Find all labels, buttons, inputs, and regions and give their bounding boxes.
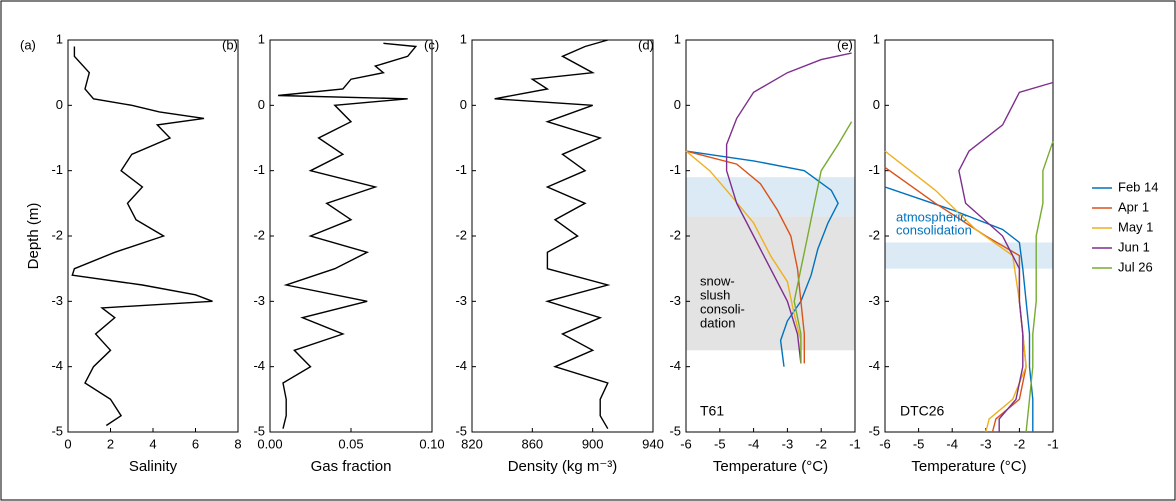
y-tick-label: -4 xyxy=(455,358,467,373)
x-tick-label: -2 xyxy=(1014,436,1026,451)
y-tick-label: 1 xyxy=(873,31,880,46)
x-axis-label: Temperature (°C) xyxy=(713,458,828,475)
y-tick-label: -3 xyxy=(868,293,880,308)
band-annotation: consoli- xyxy=(700,301,745,316)
x-tick-label: 6 xyxy=(192,436,199,451)
y-tick-label: -1 xyxy=(868,162,880,177)
y-tick-label: -3 xyxy=(669,293,681,308)
y-tick-label: -3 xyxy=(253,293,265,308)
band-annotation: dation xyxy=(700,315,735,330)
x-tick-label: 900 xyxy=(582,436,604,451)
y-tick-label: -5 xyxy=(669,423,681,438)
legend-label: May 1 xyxy=(1118,219,1153,234)
x-tick-label: -6 xyxy=(680,436,692,451)
y-tick-label: -2 xyxy=(51,227,63,242)
y-tick-label: -2 xyxy=(253,227,265,242)
panel-annotation: DTC26 xyxy=(900,403,945,419)
profile-line xyxy=(685,150,802,364)
panel-label: (c) xyxy=(424,37,439,52)
y-tick-label: -1 xyxy=(51,162,63,177)
y-tick-label: -3 xyxy=(51,293,63,308)
y-tick-label: 1 xyxy=(258,31,265,46)
y-tick-label: -2 xyxy=(868,227,880,242)
y-tick-label: 0 xyxy=(674,97,681,112)
x-tick-label: 860 xyxy=(521,436,543,451)
y-tick-label: -2 xyxy=(455,227,467,242)
x-tick-label: -4 xyxy=(748,436,760,451)
y-tick-label: -5 xyxy=(455,423,467,438)
profile-line xyxy=(793,121,853,364)
y-tick-label: -5 xyxy=(253,423,265,438)
x-axis-label: Salinity xyxy=(129,458,178,475)
y-tick-label: -4 xyxy=(253,358,265,373)
y-tick-label: 0 xyxy=(56,97,63,112)
x-axis-label: Density (kg m⁻³) xyxy=(508,458,618,475)
x-tick-label: 0 xyxy=(64,436,71,451)
x-tick-label: 0.00 xyxy=(257,436,282,451)
panel-label: (e) xyxy=(837,37,853,52)
x-tick-label: -6 xyxy=(879,436,891,451)
x-tick-label: -1 xyxy=(1047,436,1059,451)
profile-line xyxy=(278,42,418,429)
legend-label: Feb 14 xyxy=(1118,179,1158,194)
profile-line xyxy=(494,39,611,430)
x-tick-label: 8 xyxy=(234,436,241,451)
y-tick-label: 1 xyxy=(56,31,63,46)
x-tick-label: -3 xyxy=(980,436,992,451)
profile-line xyxy=(685,150,805,364)
legend-label: Jul 26 xyxy=(1118,259,1153,274)
x-tick-label: -3 xyxy=(782,436,794,451)
y-axis-label: Depth (m) xyxy=(25,203,42,270)
y-tick-label: 0 xyxy=(460,97,467,112)
x-tick-label: -5 xyxy=(913,436,925,451)
y-tick-label: -3 xyxy=(455,293,467,308)
panel-annotation: T61 xyxy=(700,403,724,419)
band-annotation: consolidation xyxy=(896,222,972,237)
x-tick-label: 940 xyxy=(642,436,664,451)
x-tick-label: -2 xyxy=(815,436,827,451)
x-tick-label: -4 xyxy=(946,436,958,451)
x-tick-label: -1 xyxy=(849,436,861,451)
y-tick-label: -4 xyxy=(51,358,63,373)
y-tick-label: -1 xyxy=(669,162,681,177)
x-tick-label: 2 xyxy=(107,436,114,451)
band-annotation: atmospheric xyxy=(896,209,967,224)
x-tick-label: 0.10 xyxy=(419,436,444,451)
x-tick-label: -5 xyxy=(714,436,726,451)
band-annotation: slush xyxy=(700,287,730,302)
x-axis-label: Temperature (°C) xyxy=(911,458,1026,475)
y-tick-label: -2 xyxy=(669,227,681,242)
y-tick-label: 1 xyxy=(460,31,467,46)
profile-line xyxy=(71,46,213,427)
x-axis-label: Gas fraction xyxy=(311,458,392,475)
panel-label: (d) xyxy=(638,37,654,52)
y-tick-label: -4 xyxy=(669,358,681,373)
profile-line xyxy=(958,81,1054,432)
x-tick-label: 4 xyxy=(149,436,156,451)
profile-line xyxy=(1025,141,1054,433)
band-annotation: snow- xyxy=(700,273,735,288)
y-tick-label: -4 xyxy=(868,358,880,373)
x-tick-label: 820 xyxy=(461,436,483,451)
profile-line xyxy=(725,52,852,364)
y-tick-label: 0 xyxy=(258,97,265,112)
shaded-band xyxy=(686,216,855,351)
legend-label: Jun 1 xyxy=(1118,239,1150,254)
y-tick-label: -5 xyxy=(51,423,63,438)
shaded-band xyxy=(885,242,1053,269)
x-tick-label: 0.05 xyxy=(338,436,363,451)
y-tick-label: 1 xyxy=(674,31,681,46)
panel-label: (b) xyxy=(222,37,238,52)
panel-label: (a) xyxy=(20,37,36,52)
y-tick-label: 0 xyxy=(873,97,880,112)
shaded-band xyxy=(686,177,855,217)
y-tick-label: -1 xyxy=(455,162,467,177)
legend-label: Apr 1 xyxy=(1118,199,1149,214)
y-tick-label: -5 xyxy=(868,423,880,438)
y-tick-label: -1 xyxy=(253,162,265,177)
profile-line xyxy=(685,150,839,367)
